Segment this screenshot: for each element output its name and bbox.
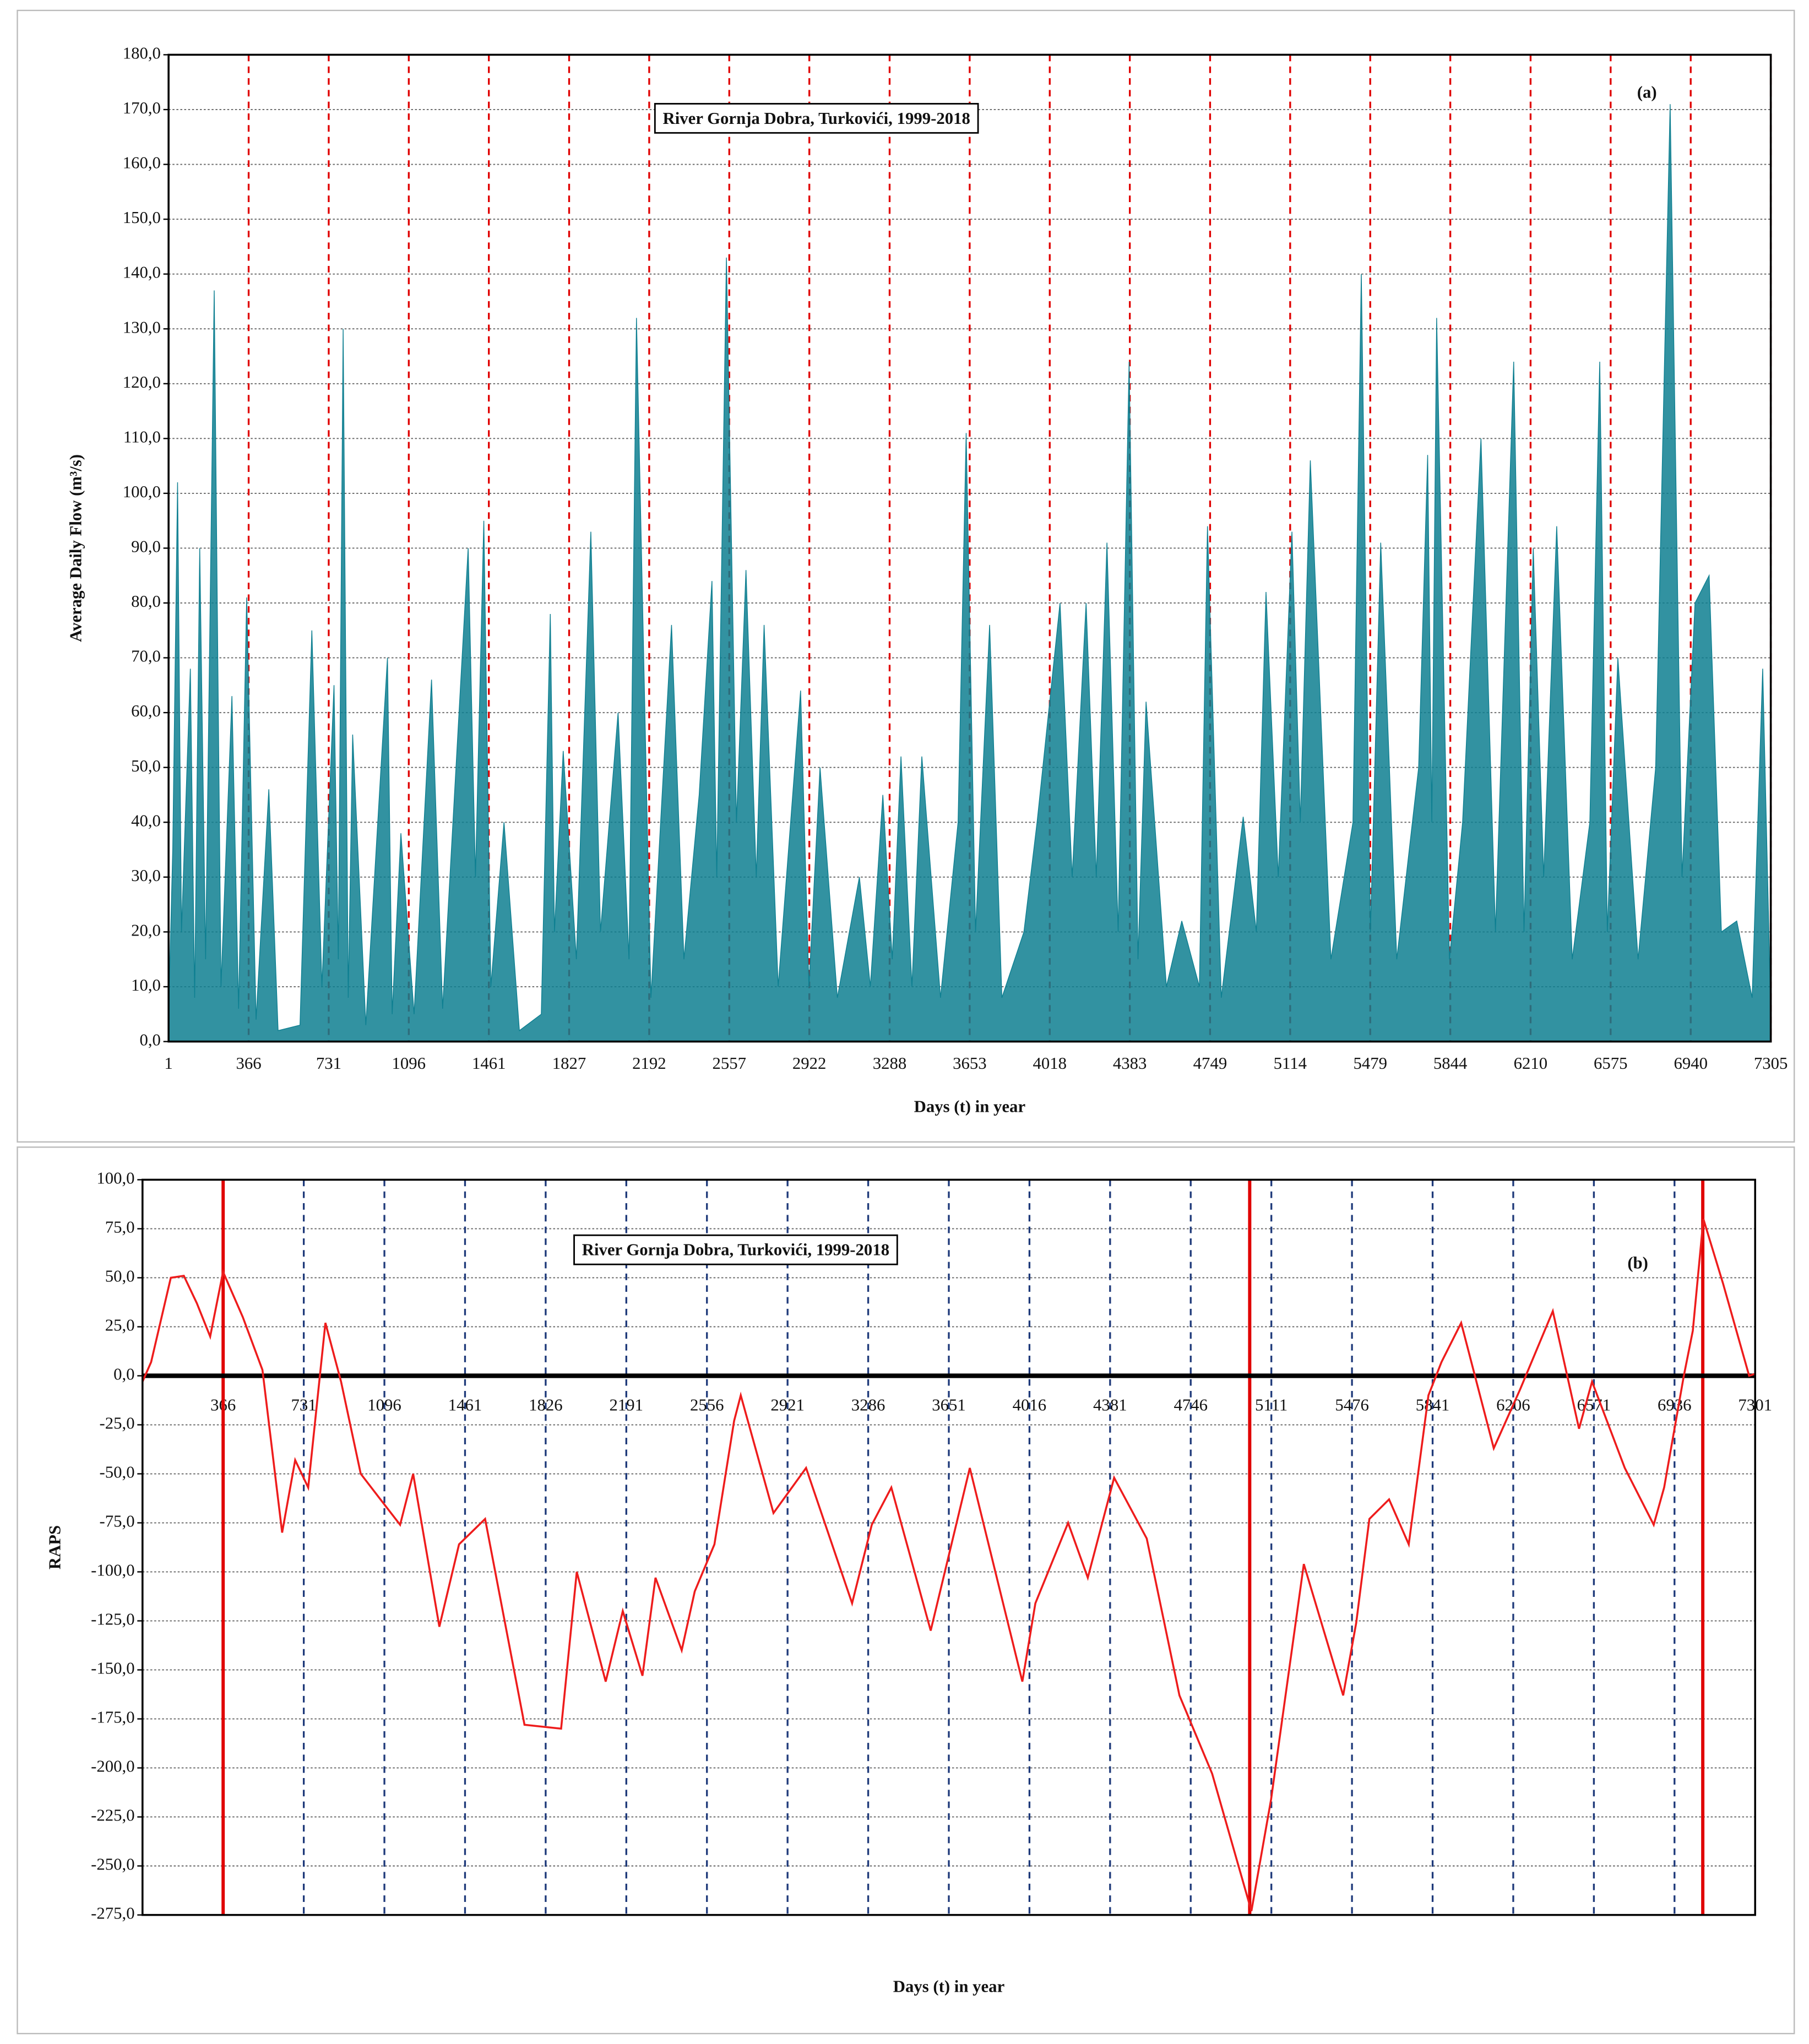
x-tick-label: 1096 (367, 1395, 401, 1414)
x-axis-label: Days (t) in year (893, 1977, 1005, 1996)
x-tick-label: 5111 (1255, 1395, 1288, 1414)
x-tick-label: 5841 (1416, 1395, 1450, 1414)
x-tick-label: 1827 (552, 1054, 586, 1073)
x-tick-label: 1096 (392, 1054, 426, 1073)
y-tick-label: -75,0 (99, 1512, 134, 1531)
x-tick-label: 3286 (851, 1395, 886, 1414)
y-tick-label: 90,0 (131, 537, 161, 556)
x-tick-label: 6940 (1674, 1054, 1708, 1073)
y-tick-label: 180,0 (123, 44, 161, 62)
x-tick-label: 2556 (690, 1395, 724, 1414)
y-tick-label: 0,0 (139, 1031, 160, 1050)
x-tick-label: 1826 (529, 1395, 563, 1414)
x-tick-label: 4746 (1174, 1395, 1208, 1414)
x-tick-label: 731 (291, 1395, 317, 1414)
x-tick-label: 6575 (1594, 1054, 1628, 1073)
raps-line (142, 1219, 1756, 1912)
title-box (573, 1234, 898, 1265)
x-tick-label: 6571 (1577, 1395, 1611, 1414)
x-axis-label: Days (t) in year (914, 1097, 1026, 1116)
x-tick-label: 1 (164, 1054, 172, 1073)
y-tick-label: -150,0 (91, 1659, 134, 1678)
y-tick-label: 80,0 (131, 592, 161, 611)
y-tick-label: 60,0 (131, 702, 161, 720)
x-tick-label: 4383 (1113, 1054, 1147, 1073)
y-tick-label: -100,0 (91, 1561, 134, 1580)
x-tick-label: 3651 (932, 1395, 966, 1414)
x-tick-label: 4381 (1093, 1395, 1127, 1414)
plot-frame (142, 1178, 1756, 1916)
y-tick-label: -50,0 (99, 1463, 134, 1482)
x-tick-label: 5476 (1335, 1395, 1369, 1414)
y-tick-label: -25,0 (99, 1414, 134, 1433)
x-tick-label: 2192 (632, 1054, 666, 1073)
y-tick-label: 100,0 (123, 482, 161, 501)
y-tick-label: 120,0 (123, 373, 161, 392)
y-tick-label: 100,0 (96, 1169, 134, 1188)
chart-title: River Gornja Dobra, Turkovići, 1999-2018 (582, 1241, 889, 1259)
y-tick-label: -275,0 (91, 1904, 134, 1923)
x-tick-label: 4749 (1193, 1054, 1227, 1073)
y-tick-label: -175,0 (91, 1708, 134, 1727)
y-tick-label: 75,0 (105, 1218, 135, 1237)
x-tick-label: 7305 (1754, 1054, 1788, 1073)
y-tick-label: 170,0 (123, 99, 161, 117)
y-tick-label: 150,0 (123, 208, 161, 227)
x-tick-label: 5114 (1274, 1054, 1307, 1073)
flow-area (168, 104, 1772, 1042)
x-tick-label: 2191 (610, 1395, 644, 1414)
y-tick-label: 160,0 (123, 154, 161, 172)
title-box (654, 102, 979, 134)
y-tick-label: 110,0 (123, 427, 161, 446)
y-tick-label: 140,0 (123, 263, 161, 282)
x-tick-label: 3288 (873, 1054, 907, 1073)
x-tick-label: 3653 (953, 1054, 987, 1073)
x-tick-label: 366 (236, 1054, 261, 1073)
y-tick-label: -125,0 (91, 1610, 134, 1629)
x-tick-label: 4016 (1013, 1395, 1047, 1414)
x-tick-label: 2557 (713, 1054, 747, 1073)
y-tick-label: -250,0 (91, 1855, 134, 1874)
y-tick-label: 50,0 (131, 757, 161, 775)
y-tick-label: -225,0 (91, 1806, 134, 1825)
x-tick-label: 2921 (770, 1395, 805, 1414)
y-tick-label: 50,0 (105, 1267, 135, 1286)
y-tick-label: 70,0 (131, 647, 161, 666)
x-tick-label: 5479 (1353, 1054, 1387, 1073)
y-axis-label: RAPS (46, 1525, 64, 1569)
chart-title: River Gornja Dobra, Turkovići, 1999-2018 (663, 109, 970, 128)
y-tick-label: 130,0 (123, 318, 161, 336)
y-tick-label: 25,0 (105, 1316, 135, 1335)
panel-label: (a) (1637, 83, 1657, 102)
y-tick-label: -200,0 (91, 1757, 134, 1776)
plot-frame (167, 53, 1772, 1043)
x-tick-label: 731 (316, 1054, 341, 1073)
x-tick-label: 4018 (1033, 1054, 1067, 1073)
panel-border (17, 9, 1795, 1143)
x-tick-label: 5844 (1433, 1054, 1468, 1073)
y-tick-label: 10,0 (131, 976, 161, 994)
y-tick-label: 30,0 (131, 866, 161, 885)
x-tick-label: 2922 (792, 1054, 827, 1073)
y-tick-label: 40,0 (131, 811, 161, 830)
panel-label: (b) (1627, 1253, 1648, 1272)
x-tick-label: 6936 (1658, 1395, 1692, 1414)
panel-border (17, 1146, 1795, 2035)
y-axis-label: Average Daily Flow (m³/s) (66, 454, 85, 642)
x-tick-label: 1461 (472, 1054, 506, 1073)
x-tick-label: 1461 (448, 1395, 482, 1414)
y-tick-label: 0,0 (113, 1365, 134, 1384)
x-tick-label: 6210 (1514, 1054, 1548, 1073)
y-tick-label: 20,0 (131, 921, 161, 939)
